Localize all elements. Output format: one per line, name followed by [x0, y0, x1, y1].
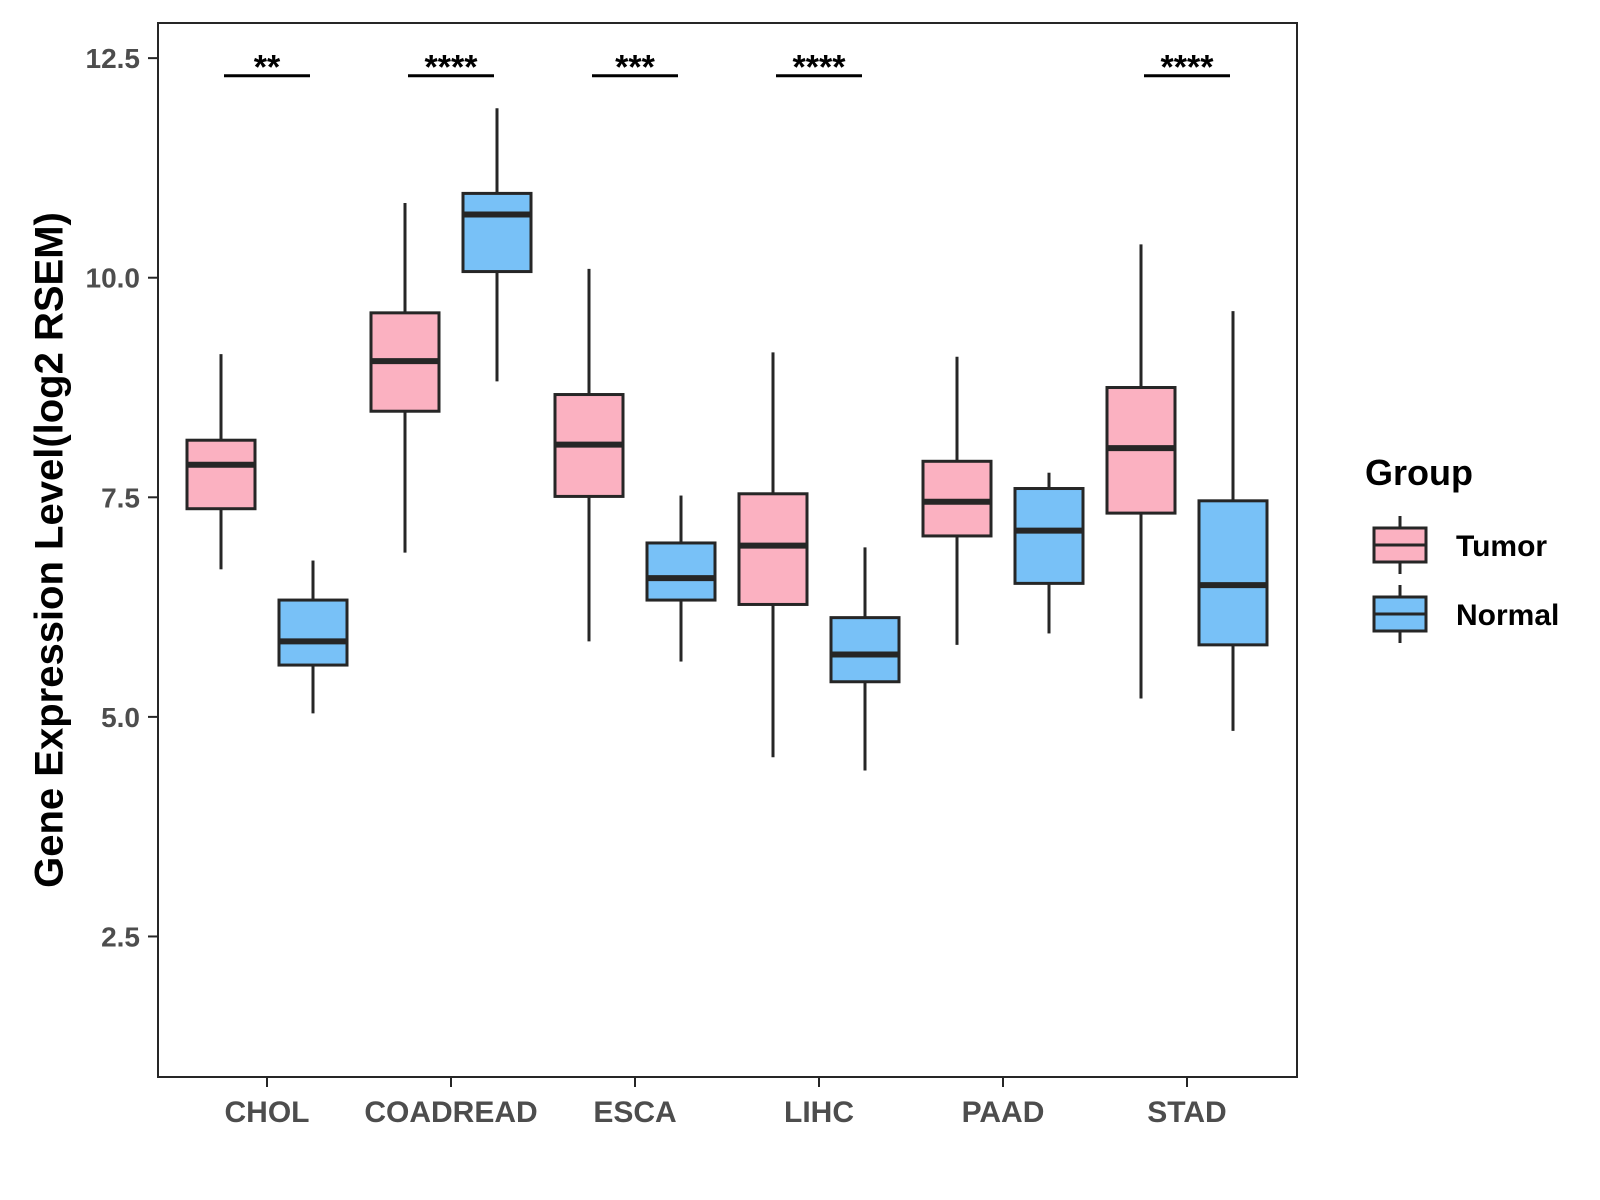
x-tick-label: CHOL — [225, 1096, 310, 1129]
y-axis-title: Gene Expression Level(log2 RSEM) — [28, 212, 72, 888]
y-tick-label: 2.5 — [101, 921, 140, 952]
x-tick-label: STAD — [1147, 1096, 1226, 1129]
legend-label: Tumor — [1456, 530, 1547, 563]
box-iqr — [277, 598, 349, 667]
box-normal-lihc — [829, 547, 901, 771]
y-tick-label: 7.5 — [101, 482, 140, 513]
box-tumor-esca — [553, 268, 625, 642]
x-tick-label: ESCA — [593, 1096, 676, 1129]
legend-item-tumor: Tumor — [1372, 516, 1547, 574]
x-tick-label: COADREAD — [364, 1096, 537, 1129]
box-iqr — [1013, 487, 1085, 585]
box-iqr — [461, 191, 533, 274]
box-normal-esca — [645, 495, 717, 662]
significance-label: *** — [615, 49, 655, 87]
x-tick-label: LIHC — [784, 1096, 854, 1129]
box-normal-stad — [1197, 311, 1269, 731]
box-normal-paad — [1013, 472, 1085, 634]
y-tick-label: 10.0 — [86, 263, 141, 294]
box-iqr — [645, 541, 717, 602]
significance-label: **** — [425, 49, 479, 87]
box-normal-coadread — [461, 108, 533, 382]
plot-panel-border — [157, 22, 1298, 1078]
box-iqr — [921, 459, 993, 538]
box-iqr — [829, 616, 901, 684]
box-iqr — [737, 492, 809, 606]
legend: Group Tumor Normal — [1365, 452, 1559, 643]
box-normal-chol — [277, 560, 349, 714]
legend-title: Group — [1365, 452, 1473, 493]
box-iqr — [185, 438, 257, 511]
x-tick-label: PAAD — [962, 1096, 1045, 1129]
legend-label: Normal — [1456, 599, 1559, 632]
box-tumor-lihc — [737, 352, 809, 758]
box-tumor-chol — [185, 354, 257, 570]
box-tumor-paad — [921, 356, 993, 645]
significance-label: **** — [793, 49, 847, 87]
significance-label: **** — [1161, 49, 1215, 87]
box-tumor-stad — [1105, 244, 1177, 699]
box-iqr — [1197, 499, 1269, 647]
y-tick-label: 5.0 — [101, 702, 140, 733]
y-tick-label: 12.5 — [86, 43, 141, 74]
significance-label: ** — [254, 49, 281, 87]
box-tumor-coadread — [369, 203, 441, 553]
legend-item-normal: Normal — [1372, 585, 1559, 643]
